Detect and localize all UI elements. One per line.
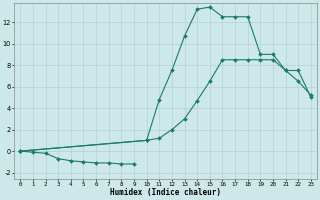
X-axis label: Humidex (Indice chaleur): Humidex (Indice chaleur) xyxy=(110,188,221,197)
